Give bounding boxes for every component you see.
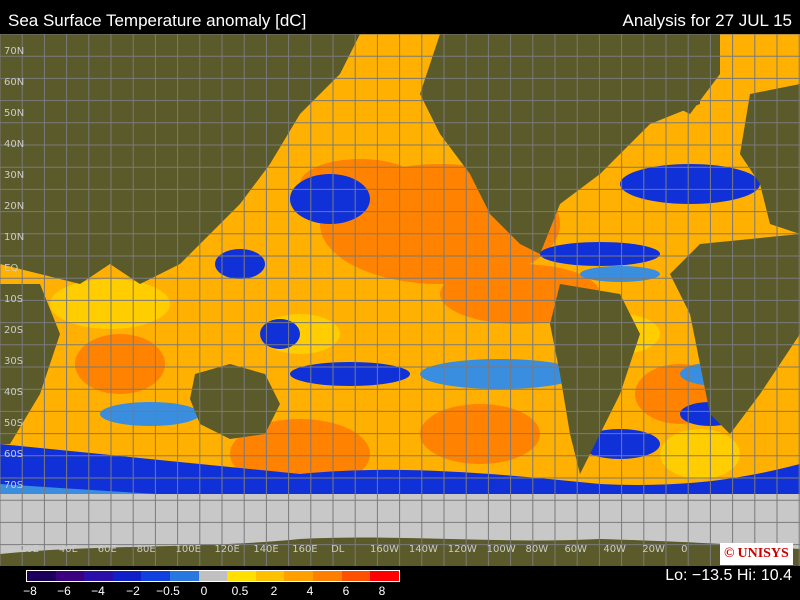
lat-label: 40S (4, 387, 23, 398)
color-legend (26, 570, 400, 582)
legend-swatch (370, 571, 399, 581)
south-america (550, 284, 640, 474)
warm-anomaly-patches (75, 159, 725, 489)
legend-tick: 2 (270, 584, 278, 598)
lon-label: 60E (98, 544, 117, 555)
lon-label: 20E (20, 544, 39, 555)
copyright-symbol: © (724, 546, 735, 561)
legend-swatch (112, 571, 142, 581)
lon-label: 160E (292, 544, 317, 555)
lon-label: 40E (59, 544, 78, 555)
lat-label: 20S (4, 325, 23, 336)
hi-label: Hi: (736, 567, 757, 584)
lat-label: 20N (4, 201, 24, 212)
lat-label: 30S (4, 356, 23, 367)
legend-swatch (170, 571, 199, 581)
lat-label: EQ (4, 263, 18, 274)
lat-label: 70N (4, 46, 24, 57)
legend-swatch (255, 571, 285, 581)
analysis-date: Analysis for 27 JUL 15 (622, 11, 792, 30)
legend-swatch (198, 571, 228, 581)
map-title: Sea Surface Temperature anomaly [dC] (8, 11, 307, 30)
lon-label: 20W (642, 544, 665, 555)
lo-label: Lo: (665, 567, 688, 584)
legend-tick: 0.5 (231, 584, 249, 598)
legend-tick: −2 (126, 584, 140, 598)
legend-swatch (141, 571, 171, 581)
legend-swatch (84, 571, 113, 581)
legend-tick: −0.5 (156, 584, 180, 598)
lat-label: 60N (4, 77, 24, 88)
hi-value: 10.4 (760, 567, 792, 584)
legend-tick: 0 (200, 584, 208, 598)
legend-tick: −4 (91, 584, 105, 598)
lon-label: 80E (137, 544, 156, 555)
lon-label: 100W (487, 544, 516, 555)
lat-label: 50S (4, 418, 23, 429)
lon-label: 80W (526, 544, 549, 555)
lon-label: DL (331, 544, 345, 555)
lat-label: 10S (4, 294, 23, 305)
lat-label: 60S (4, 449, 23, 460)
legend-tick: −6 (57, 584, 71, 598)
africa (670, 234, 800, 434)
eurasia (0, 34, 360, 284)
lat-label: 70S (4, 480, 23, 491)
legend-swatch (227, 571, 256, 581)
logo-name: UNISYS (737, 546, 789, 561)
lon-label: 120E (214, 544, 239, 555)
lon-label: 140E (253, 544, 278, 555)
legend-swatch (341, 571, 371, 581)
unisys-logo: © UNISYS (720, 543, 793, 565)
lon-label: 120W (448, 544, 477, 555)
legend-swatch (313, 571, 342, 581)
latitude-labels: 70N 60N 50N 40N 30N 20N 10N EQ 10S 20S 30S 40S 50S 60… (4, 46, 24, 491)
lat-label: 10N (4, 232, 24, 243)
stats-readout: Lo: −13.5 Hi: 10.4 (665, 567, 792, 585)
legend-swatch (55, 571, 85, 581)
lat-label: 40N (4, 139, 24, 150)
legend-tick: 4 (306, 584, 314, 598)
legend-swatch (27, 571, 56, 581)
lon-label: 0 (681, 544, 687, 555)
africa-west (0, 284, 60, 444)
australia (190, 364, 280, 439)
lon-label: 60W (564, 544, 587, 555)
lon-label: 160W (370, 544, 399, 555)
longitude-labels: 20E 40E 60E 80E 100E 120E 140E 160E DL 160W 140W 12… (20, 544, 687, 555)
legend-swatch (284, 571, 314, 581)
lat-label: 50N (4, 108, 24, 119)
legend-tick: 6 (342, 584, 350, 598)
lat-lon-grid (0, 34, 800, 566)
lon-label: 140W (409, 544, 438, 555)
lon-label: 40W (603, 544, 626, 555)
lo-value: −13.5 (691, 567, 733, 584)
legend-tick: −8 (23, 584, 37, 598)
legend-tick: 8 (378, 584, 386, 598)
lat-label: 30N (4, 170, 24, 181)
north-america (420, 34, 700, 254)
sst-anomaly-map: 70N 60N 50N 40N 30N 20N 10N EQ 10S 20S 30S 40S 50S 60… (0, 34, 800, 566)
greenland (620, 34, 720, 114)
land-masses (0, 34, 800, 566)
lon-label: 100E (176, 544, 201, 555)
legend-tick-labels: −8 −6 −4 −2 −0.5 0 0.5 2 4 6 8 (0, 584, 420, 600)
